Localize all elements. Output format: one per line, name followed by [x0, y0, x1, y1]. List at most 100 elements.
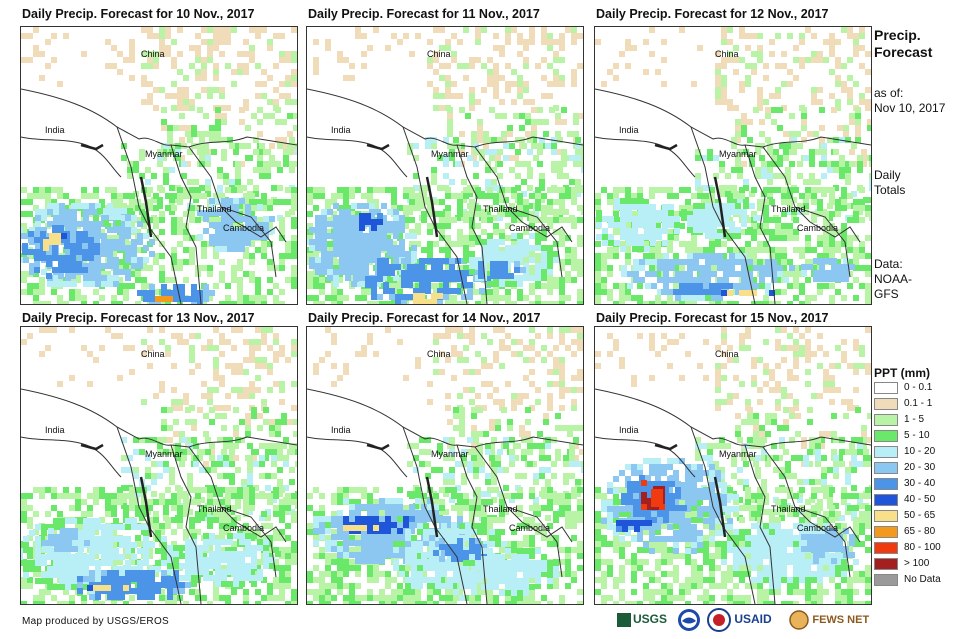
as-of-block: as of: Nov 10, 2017 — [874, 86, 945, 116]
panel-title: Daily Precip. Forecast for 12 Nov., 2017 — [596, 7, 829, 21]
country-label-china: China — [141, 49, 165, 59]
forecast-map-panel: China India Myanmar Thailand Cambodia — [306, 26, 584, 305]
legend-swatch — [874, 494, 898, 506]
legend-swatch — [874, 526, 898, 538]
as-of-label: as of: — [874, 86, 904, 100]
precip-map — [21, 27, 297, 304]
data-source-line2: NOAA- — [874, 272, 913, 286]
panel-title: Daily Precip. Forecast for 10 Nov., 2017 — [22, 7, 255, 21]
totals-line1: Daily — [874, 168, 901, 182]
country-label-china: China — [715, 349, 739, 359]
country-label-thailand: Thailand — [483, 504, 518, 514]
country-label-myanmar: Myanmar — [431, 149, 469, 159]
legend-item: 0.1 - 1 — [874, 398, 964, 411]
usaid-seal-icon — [707, 607, 731, 632]
data-source-line3: GFS — [874, 287, 899, 301]
noaa-logo — [677, 606, 701, 632]
country-label-cambodia: Cambodia — [509, 223, 551, 233]
legend-item: 30 - 40 — [874, 478, 964, 491]
legend-swatch — [874, 510, 898, 522]
legend-label: 80 - 100 — [904, 542, 941, 553]
legend-item: 5 - 10 — [874, 430, 964, 443]
country-label-myanmar: Myanmar — [145, 449, 183, 459]
legend-label: > 100 — [904, 558, 930, 569]
logo-strip: USGS USAID FEWS NET — [617, 606, 869, 632]
legend-title-line2: Forecast — [874, 44, 933, 60]
country-label-cambodia: Cambodia — [223, 223, 265, 233]
forecast-map-panel: China India Myanmar Thailand Cambodia — [306, 326, 584, 605]
country-label-china: China — [715, 49, 739, 59]
country-label-cambodia: Cambodia — [509, 523, 551, 533]
legend-item: 10 - 20 — [874, 446, 964, 459]
forecast-map-panel: China India Myanmar Thailand Cambodia — [594, 326, 872, 605]
map-credit: Map produced by USGS/EROS — [22, 616, 170, 627]
legend-label: 10 - 20 — [904, 446, 936, 457]
legend-item: 0 - 0.1 — [874, 382, 964, 395]
legend-swatch — [874, 446, 898, 458]
country-label-india: India — [331, 125, 351, 135]
legend-item: 80 - 100 — [874, 542, 964, 555]
legend-item: > 100 — [874, 558, 964, 571]
legend-label: 65 - 80 — [904, 526, 936, 537]
precip-map — [307, 327, 583, 604]
data-source-line1: Data: — [874, 257, 903, 271]
legend-label: 0 - 0.1 — [904, 382, 933, 393]
legend-item: 1 - 5 — [874, 414, 964, 427]
country-label-china: China — [427, 349, 451, 359]
legend-swatch — [874, 462, 898, 474]
country-label-india: India — [45, 125, 65, 135]
legend-label: 5 - 10 — [904, 430, 930, 441]
panel-title: Daily Precip. Forecast for 11 Nov., 2017 — [308, 7, 540, 21]
panel-title: Daily Precip. Forecast for 14 Nov., 2017 — [308, 311, 541, 325]
totals-line2: Totals — [874, 183, 906, 197]
country-label-india: India — [45, 425, 65, 435]
legend-title-line1: Precip. — [874, 27, 921, 43]
legend-label: 40 - 50 — [904, 494, 936, 505]
legend-swatch — [874, 542, 898, 554]
fewsnet-globe-icon — [789, 610, 809, 630]
country-label-china: China — [141, 349, 165, 359]
panel-title: Daily Precip. Forecast for 13 Nov., 2017 — [22, 311, 255, 325]
legend-label: No Data — [904, 574, 941, 585]
legend-swatch — [874, 574, 898, 586]
country-label-india: India — [619, 125, 639, 135]
legend-swatch — [874, 382, 898, 394]
legend-item: No Data — [874, 574, 964, 587]
country-label-cambodia: Cambodia — [223, 523, 265, 533]
usgs-logo: USGS — [617, 606, 667, 632]
precip-map — [595, 27, 871, 304]
legend-item: 20 - 30 — [874, 462, 964, 475]
country-label-myanmar: Myanmar — [431, 449, 469, 459]
country-label-india: India — [331, 425, 351, 435]
data-source-block: Data: NOAA- GFS — [874, 257, 912, 302]
forecast-map-panel: China India Myanmar Thailand Cambodia — [20, 26, 298, 305]
country-label-thailand: Thailand — [197, 204, 232, 214]
legend-item: 65 - 80 — [874, 526, 964, 539]
totals-block: Daily Totals — [874, 168, 905, 198]
legend-ppt-title: PPT (mm) — [874, 366, 931, 380]
legend-label: 1 - 5 — [904, 414, 925, 425]
country-label-thailand: Thailand — [771, 204, 806, 214]
country-label-myanmar: Myanmar — [719, 149, 757, 159]
precip-map — [21, 327, 297, 604]
noaa-seal-icon — [678, 608, 700, 631]
precip-map — [595, 327, 871, 604]
usaid-logo: USAID — [707, 606, 772, 632]
fewsnet-logo: FEWS NET — [789, 606, 869, 632]
country-label-cambodia: Cambodia — [797, 523, 839, 533]
legend-swatch — [874, 558, 898, 570]
country-label-myanmar: Myanmar — [145, 149, 183, 159]
legend-item: 40 - 50 — [874, 494, 964, 507]
legend-label: 30 - 40 — [904, 478, 936, 489]
country-label-thailand: Thailand — [197, 504, 232, 514]
precip-map — [307, 27, 583, 304]
country-label-china: China — [427, 49, 451, 59]
country-label-myanmar: Myanmar — [719, 449, 757, 459]
legend-label: 50 - 65 — [904, 510, 936, 521]
country-label-thailand: Thailand — [483, 204, 518, 214]
legend-item: 50 - 65 — [874, 510, 964, 523]
country-label-india: India — [619, 425, 639, 435]
legend-swatch — [874, 430, 898, 442]
legend-swatch — [874, 414, 898, 426]
legend-label: 20 - 30 — [904, 462, 936, 473]
